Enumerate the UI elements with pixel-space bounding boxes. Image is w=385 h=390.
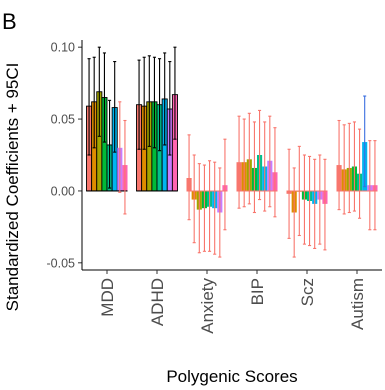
error-bar-adhd-2 bbox=[142, 56, 146, 150]
x-axis-ticks: MDD ADHD Anxiety BIP Scz Autism bbox=[98, 270, 367, 334]
error-bars-layer bbox=[87, 46, 377, 258]
x-tick-label: ADHD bbox=[148, 278, 167, 326]
error-bar-anxiety-6 bbox=[213, 161, 217, 255]
error-bar-autism-1 bbox=[337, 119, 341, 211]
x-tick-label: Autism bbox=[348, 278, 367, 330]
error-bar-scz-2 bbox=[292, 167, 296, 258]
error-bar-adhd-3 bbox=[147, 55, 151, 147]
error-bar-scz-3 bbox=[297, 145, 301, 237]
error-bar-anxiety-2 bbox=[192, 154, 196, 244]
error-bar-autism-3 bbox=[347, 122, 351, 214]
x-tick-label: Anxiety bbox=[198, 278, 217, 334]
y-tick-label: 0.05 bbox=[51, 113, 75, 127]
error-bar-adhd-1 bbox=[137, 59, 141, 150]
error-bar-scz-4 bbox=[302, 154, 306, 245]
error-bar-adhd-6 bbox=[163, 52, 167, 146]
error-bar-mdd-8 bbox=[123, 119, 127, 215]
error-bar-scz-7 bbox=[318, 154, 322, 245]
error-bar-bip-7 bbox=[268, 115, 272, 208]
bars-layer bbox=[86, 91, 378, 213]
error-bar-anxiety-4 bbox=[202, 164, 206, 252]
error-bar-anxiety-3 bbox=[197, 163, 201, 254]
error-bar-bip-6 bbox=[263, 121, 267, 212]
error-bar-bip-8 bbox=[273, 127, 277, 218]
error-bar-scz-8 bbox=[323, 158, 327, 251]
error-bar-bip-3 bbox=[247, 112, 251, 205]
error-bar-adhd-5 bbox=[158, 58, 162, 152]
error-bar-adhd-7 bbox=[168, 61, 172, 156]
x-tick-label: BIP bbox=[248, 278, 267, 305]
error-bar-autism-7 bbox=[368, 140, 372, 231]
error-bar-scz-1 bbox=[287, 148, 291, 239]
x-axis-title: Polygenic Scores bbox=[166, 367, 297, 386]
error-bar-autism-6 bbox=[363, 95, 367, 188]
error-bar-bip-5 bbox=[258, 109, 262, 201]
error-bar-mdd-6 bbox=[113, 61, 117, 153]
y-axis-title: Standardized Coefficients + 95CI bbox=[3, 63, 22, 312]
error-bar-autism-8 bbox=[373, 140, 377, 231]
error-bar-anxiety-7 bbox=[218, 167, 222, 258]
y-tick-label: 0.10 bbox=[51, 41, 75, 55]
error-bar-bip-1 bbox=[237, 115, 241, 209]
error-bar-bip-4 bbox=[252, 121, 256, 214]
error-bar-anxiety-1 bbox=[187, 134, 191, 221]
error-bar-mdd-4 bbox=[102, 52, 106, 143]
y-axis-title-group: Standardized Coefficients + 95CI bbox=[3, 63, 22, 312]
error-bar-mdd-2 bbox=[92, 56, 96, 149]
error-bar-anxiety-8 bbox=[223, 138, 227, 231]
panel-label: B bbox=[2, 9, 17, 34]
error-bar-mdd-3 bbox=[97, 46, 101, 137]
error-bar-anxiety-5 bbox=[208, 160, 212, 252]
error-bar-scz-6 bbox=[313, 158, 317, 249]
y-tick-label: 0.00 bbox=[51, 184, 75, 198]
error-bar-scz-5 bbox=[308, 155, 312, 247]
error-bar-autism-5 bbox=[358, 128, 362, 219]
error-bar-autism-2 bbox=[342, 124, 346, 215]
y-tick-label: -0.05 bbox=[47, 256, 76, 270]
error-bar-bip-2 bbox=[242, 118, 246, 208]
error-bar-adhd-8 bbox=[173, 46, 177, 140]
x-tick-label: MDD bbox=[98, 278, 117, 317]
error-bar-autism-4 bbox=[352, 121, 356, 212]
y-axis-ticks: -0.05 0.00 0.05 0.10 bbox=[47, 41, 82, 270]
error-bar-adhd-4 bbox=[152, 56, 156, 149]
x-tick-label: Scz bbox=[298, 278, 317, 306]
error-bar-mdd-5 bbox=[108, 99, 112, 189]
error-bar-mdd-1 bbox=[87, 58, 91, 156]
error-bar-mdd-7 bbox=[118, 101, 122, 193]
